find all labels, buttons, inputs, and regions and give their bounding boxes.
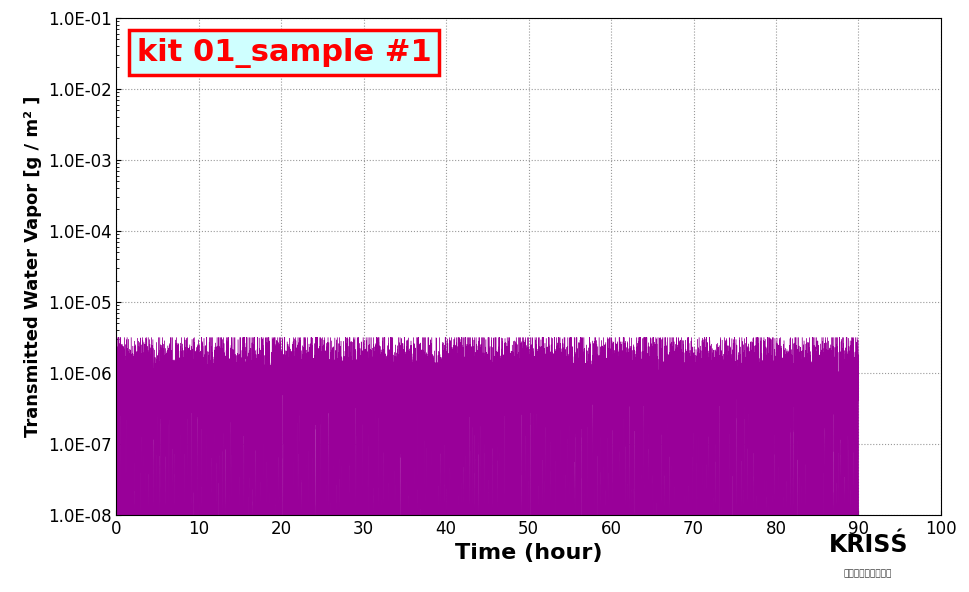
- Y-axis label: Transmitted Water Vapor [g / m² ]: Transmitted Water Vapor [g / m² ]: [24, 96, 43, 437]
- Text: KRISŚ: KRISŚ: [828, 533, 907, 556]
- X-axis label: Time (hour): Time (hour): [454, 543, 602, 564]
- Text: kit 01_sample #1: kit 01_sample #1: [137, 38, 431, 67]
- Text: 한국표준과학연구원: 한국표준과학연구원: [843, 570, 891, 579]
